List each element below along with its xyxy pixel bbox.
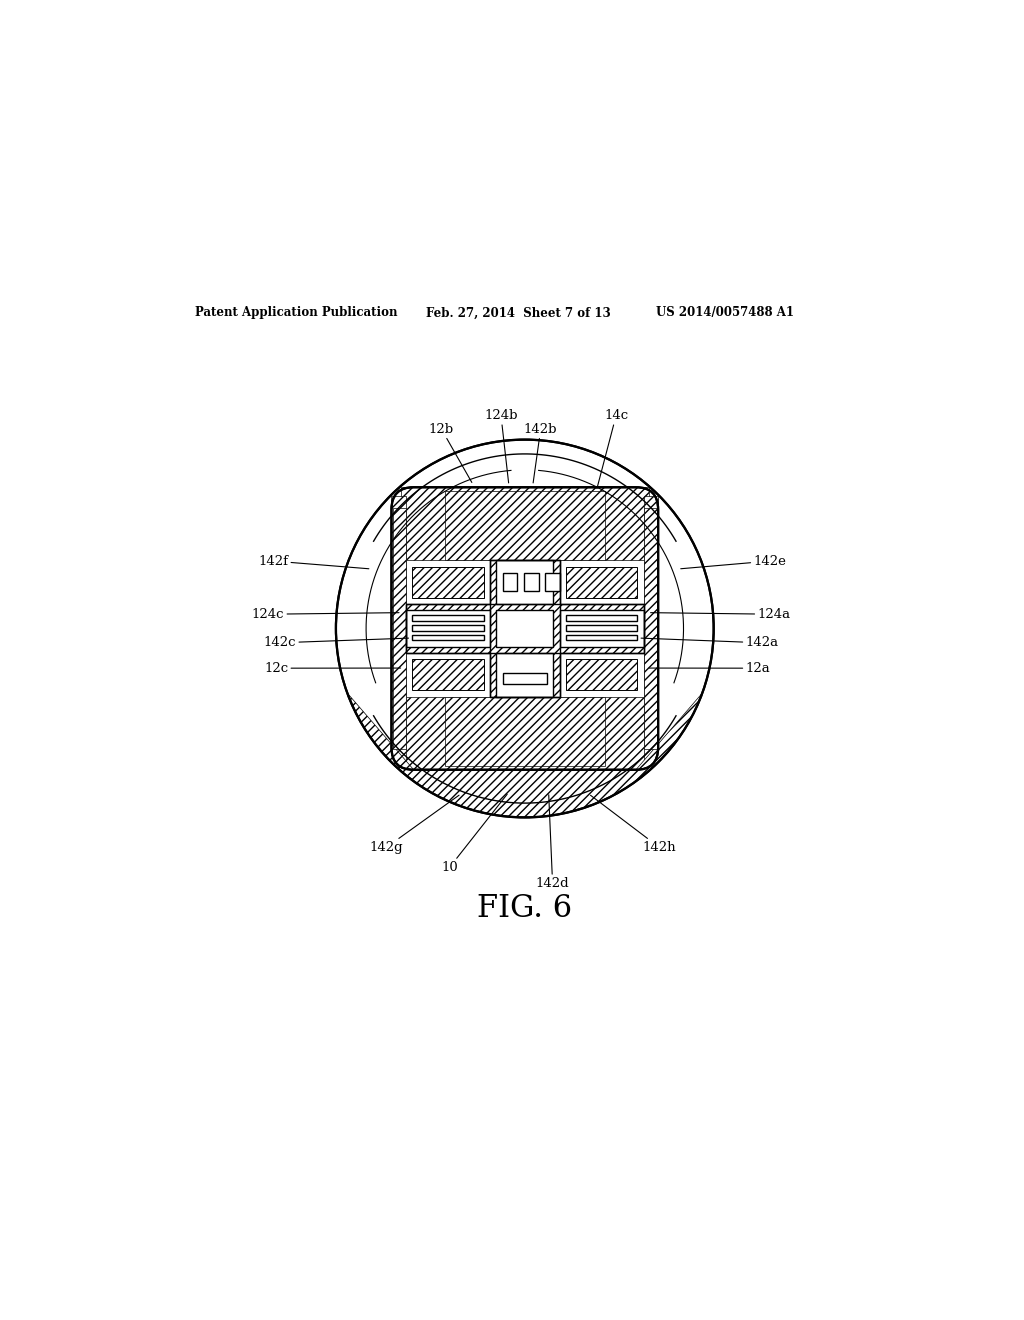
- Polygon shape: [412, 615, 483, 620]
- Polygon shape: [400, 697, 649, 770]
- Polygon shape: [347, 440, 702, 564]
- Text: 14c: 14c: [597, 409, 628, 488]
- Text: 142e: 142e: [681, 554, 786, 569]
- Text: US 2014/0057488 A1: US 2014/0057488 A1: [655, 306, 794, 319]
- Polygon shape: [523, 573, 539, 591]
- Polygon shape: [503, 673, 547, 684]
- Polygon shape: [566, 635, 638, 640]
- Text: 142d: 142d: [536, 795, 569, 890]
- Text: 12c: 12c: [264, 661, 400, 675]
- Polygon shape: [336, 510, 391, 747]
- Polygon shape: [391, 496, 406, 760]
- Polygon shape: [545, 573, 560, 591]
- Text: 142a: 142a: [641, 636, 778, 649]
- Text: 124a: 124a: [650, 607, 791, 620]
- Polygon shape: [497, 560, 553, 605]
- Text: 124c: 124c: [252, 607, 399, 620]
- Polygon shape: [342, 446, 476, 579]
- Polygon shape: [406, 610, 489, 647]
- Polygon shape: [573, 677, 708, 810]
- Polygon shape: [393, 508, 406, 748]
- Polygon shape: [566, 624, 638, 631]
- Polygon shape: [566, 660, 638, 690]
- Circle shape: [336, 440, 714, 817]
- Polygon shape: [342, 677, 476, 810]
- Text: 142b: 142b: [524, 422, 557, 483]
- Text: FIG. 6: FIG. 6: [477, 894, 572, 924]
- Polygon shape: [412, 635, 483, 640]
- Polygon shape: [347, 693, 702, 817]
- Text: 12b: 12b: [429, 422, 472, 482]
- Text: 142g: 142g: [369, 795, 459, 854]
- Polygon shape: [497, 610, 553, 647]
- Polygon shape: [573, 446, 708, 579]
- Text: 142c: 142c: [264, 636, 409, 649]
- Polygon shape: [412, 660, 483, 690]
- Text: 142f: 142f: [258, 554, 369, 569]
- Text: 142h: 142h: [591, 795, 677, 854]
- Text: 10: 10: [441, 795, 507, 874]
- Polygon shape: [412, 624, 483, 631]
- Polygon shape: [497, 653, 553, 697]
- Text: 124b: 124b: [484, 409, 518, 483]
- Polygon shape: [566, 566, 638, 598]
- FancyBboxPatch shape: [391, 487, 658, 770]
- Polygon shape: [128, 269, 922, 1064]
- Text: 12a: 12a: [649, 661, 770, 675]
- Polygon shape: [644, 508, 656, 748]
- Polygon shape: [644, 496, 658, 760]
- Polygon shape: [658, 510, 714, 747]
- Text: Patent Application Publication: Patent Application Publication: [196, 306, 398, 319]
- Polygon shape: [444, 697, 605, 766]
- Polygon shape: [566, 615, 638, 620]
- Polygon shape: [503, 573, 517, 591]
- Polygon shape: [444, 491, 605, 560]
- Polygon shape: [489, 560, 560, 697]
- Polygon shape: [412, 566, 483, 598]
- Polygon shape: [406, 605, 644, 653]
- Text: Feb. 27, 2014  Sheet 7 of 13: Feb. 27, 2014 Sheet 7 of 13: [426, 306, 610, 319]
- Polygon shape: [560, 610, 644, 647]
- Polygon shape: [400, 487, 649, 560]
